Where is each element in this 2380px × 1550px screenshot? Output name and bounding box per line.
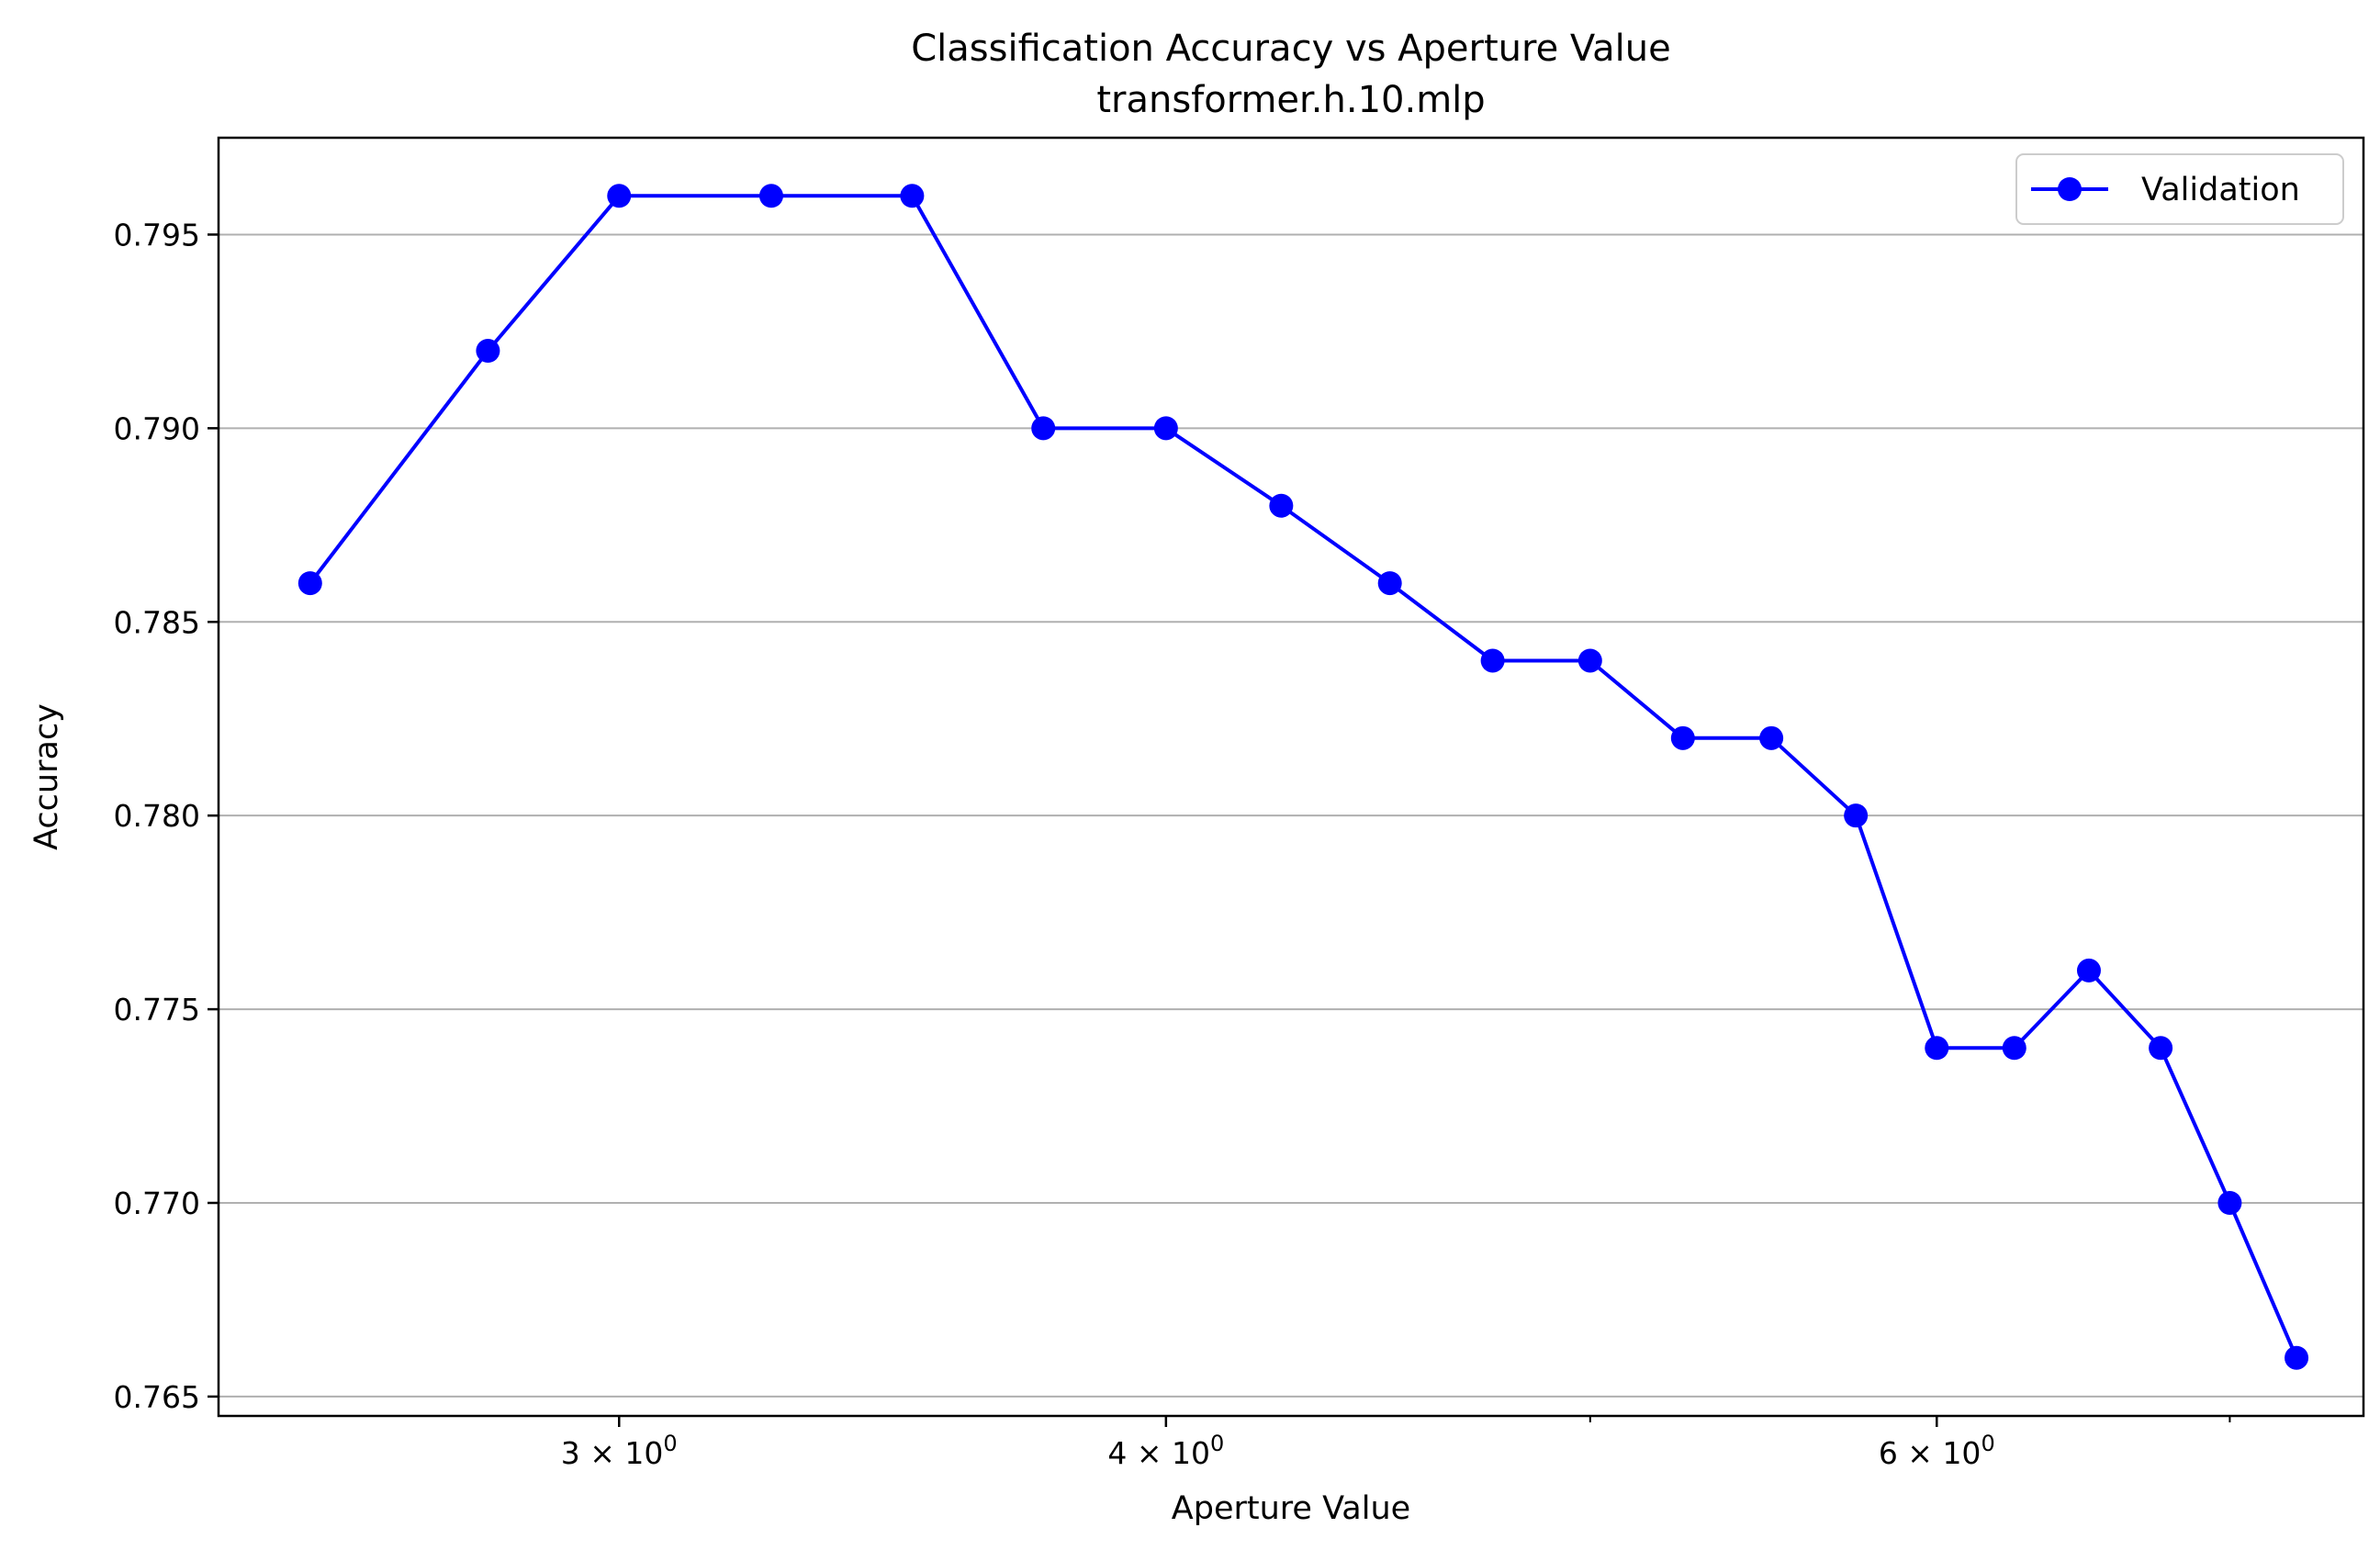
data-point <box>2285 1345 2309 1370</box>
data-point <box>1269 493 1294 518</box>
y-tick-label: 0.765 <box>114 1379 200 1415</box>
data-point <box>1480 648 1505 673</box>
data-point <box>476 339 500 363</box>
x-tick-label: 4 × 100 <box>1107 1431 1224 1471</box>
y-tick-label: 0.780 <box>114 798 200 834</box>
data-point <box>2149 1036 2173 1061</box>
data-point <box>298 571 322 596</box>
y-tick-label: 0.770 <box>114 1185 200 1221</box>
x-axis-label: Aperture Value <box>1172 1490 1410 1527</box>
data-point <box>1759 725 1784 750</box>
data-point <box>1577 648 1602 673</box>
y-axis: 0.765 0.770 0.775 0.780 0.785 0.790 0.795 <box>114 217 219 1415</box>
x-axis: 3 × 100 4 × 100 6 × 100 <box>561 1416 2231 1471</box>
data-point <box>1377 571 1402 596</box>
y-tick-label: 0.790 <box>114 410 200 446</box>
legend-frame <box>2015 153 2344 225</box>
plot-area <box>217 136 2365 1418</box>
x-tick-label: 6 × 100 <box>1879 1431 1995 1471</box>
series-layer <box>298 184 2309 1370</box>
legend: Validation <box>2015 153 2344 225</box>
chart-title: Classification Accuracy vs Aperture Valu… <box>911 28 1671 70</box>
grid-lines <box>219 233 2363 1398</box>
data-point <box>2076 958 2101 983</box>
series-line-validation <box>309 194 2298 1359</box>
data-point <box>1925 1036 1949 1061</box>
chart-subtitle: transformer.h.10.mlp <box>1096 79 1485 121</box>
data-point <box>1031 416 1056 441</box>
y-axis-label: Accuracy <box>28 703 65 850</box>
legend-entry-validation: Validation <box>2141 172 2300 208</box>
y-tick-label: 0.795 <box>114 217 200 253</box>
data-point <box>1670 725 1695 750</box>
y-tick-label: 0.785 <box>114 604 200 640</box>
data-point <box>1153 416 1178 441</box>
y-tick-label: 0.775 <box>114 992 200 1028</box>
legend-marker <box>2058 177 2082 201</box>
data-point <box>900 184 925 208</box>
data-point <box>2217 1191 2242 1215</box>
data-point <box>758 184 783 208</box>
data-point <box>1844 803 1869 828</box>
x-tick-label: 3 × 100 <box>561 1431 678 1471</box>
data-point <box>2002 1036 2026 1061</box>
data-point <box>607 184 632 208</box>
